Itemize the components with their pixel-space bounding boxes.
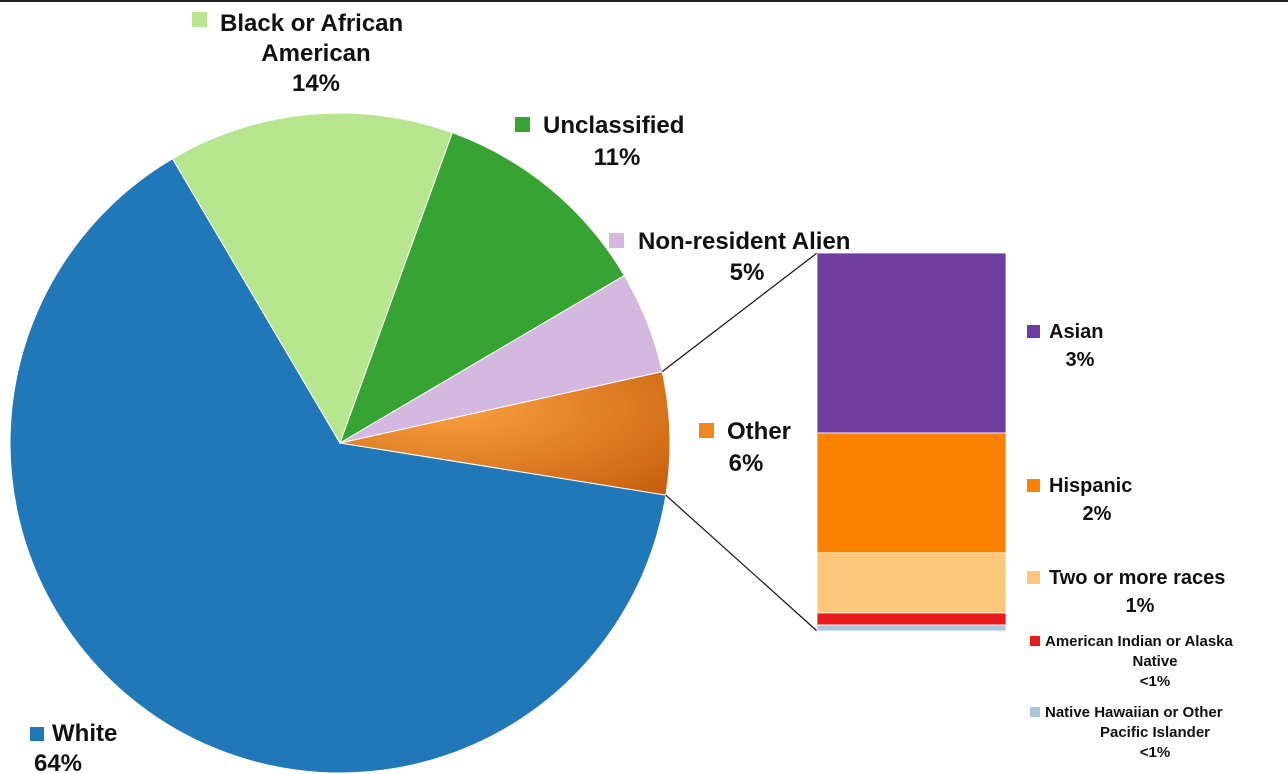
bar-american-indian-or-alaska-native-name-text: Native [1132,653,1177,670]
pie-black-name-text: Black or African [220,10,403,37]
pie-black-label: Black or African American 14% [192,10,403,97]
bar-asian-legend-swatch [1027,325,1040,338]
pie-black-legend-swatch [192,12,207,27]
pie-white-name-text: White [52,720,117,747]
bar-american-indian-or-alaska-native-value-text: <1% [1140,673,1170,690]
pie-slice-white [9,157,667,774]
pie-other-legend-swatch [699,423,714,438]
pie-non-resident-alien-name-text: Non-resident Alien [638,228,850,255]
bar-segment-two-or-more-races [816,552,1007,614]
bar-native-hawaiian-or-other-pacific-islander-name-text: Native Hawaiian or Other [1045,704,1223,721]
bar-hispanic-label: Hispanic 2% [1027,475,1132,525]
bar-native-hawaiian-or-other-pacific-islander-legend-swatch [1030,707,1040,717]
bar-hispanic-name-text: Hispanic [1049,475,1132,497]
pie-other-label: Other 6% [699,418,791,477]
bar-two-or-more-races-label: Two or more races 1% [1027,567,1225,617]
bar-segment-hispanic [816,432,1007,554]
pie-slice-black-or-african-american [171,112,453,445]
pie-other-value-text: 6% [729,450,764,477]
bar-segment-american-indian-or-alaska-native [816,612,1007,626]
bar-native-hawaiian-or-other-pacific-islander-name-text: Pacific Islander [1100,724,1210,741]
bar-hispanic-legend-swatch [1027,479,1040,492]
bar-two-or-more-races-legend-swatch [1027,571,1040,584]
pie-unclassified-name-text: Unclassified [543,112,684,139]
pie-slice-unclassified [339,132,626,445]
bar-segment-asian [816,252,1007,434]
pie-other-name-text: Other [727,418,791,445]
bar-asian-label: Asian 3% [1027,321,1103,371]
pie-black-name-text: American [261,40,370,67]
pie-white-legend-swatch [30,727,44,741]
pie-non-resident-alien-legend-swatch [609,233,624,248]
pie-unclassified-legend-swatch [515,117,530,132]
bar-asian-value-text: 3% [1066,349,1095,371]
pie-slice-other [339,370,671,496]
pie-non-resident-alien-value-text: 5% [730,259,765,286]
bar-two-or-more-races-name-text: Two or more races [1049,567,1225,589]
bar-american-indian-or-alaska-native-label: American Indian or Alaska Native <1% [1030,633,1234,690]
bar-native-hawaiian-or-other-pacific-islander-value-text: <1% [1140,744,1170,761]
pie-white-label: White 64% [30,720,117,774]
bar-hispanic-value-text: 2% [1083,503,1112,525]
bar-american-indian-or-alaska-native-legend-swatch [1030,636,1040,646]
bar-asian-name-text: Asian [1049,321,1103,343]
pie-non-resident-alien-label: Non-resident Alien 5% [609,228,850,286]
pie-unclassified-value-text: 11% [594,144,641,171]
pie-white-value-text: 64% [34,750,82,774]
connector-line-top [661,252,818,373]
top-border [0,0,1288,2]
pie-black-value-text: 14% [292,70,340,97]
bar-american-indian-or-alaska-native-name-text: American Indian or Alaska [1045,633,1234,650]
bar-native-hawaiian-or-other-pacific-islander-label: Native Hawaiian or Other Pacific Islander… [1030,704,1223,761]
pie-unclassified-label: Unclassified 11% [515,112,684,171]
bar-two-or-more-races-value-text: 1% [1126,595,1155,617]
connector-line-bottom [665,494,818,632]
bar-segment-native-hawaiian-or-other-pacific-islander [816,624,1007,632]
